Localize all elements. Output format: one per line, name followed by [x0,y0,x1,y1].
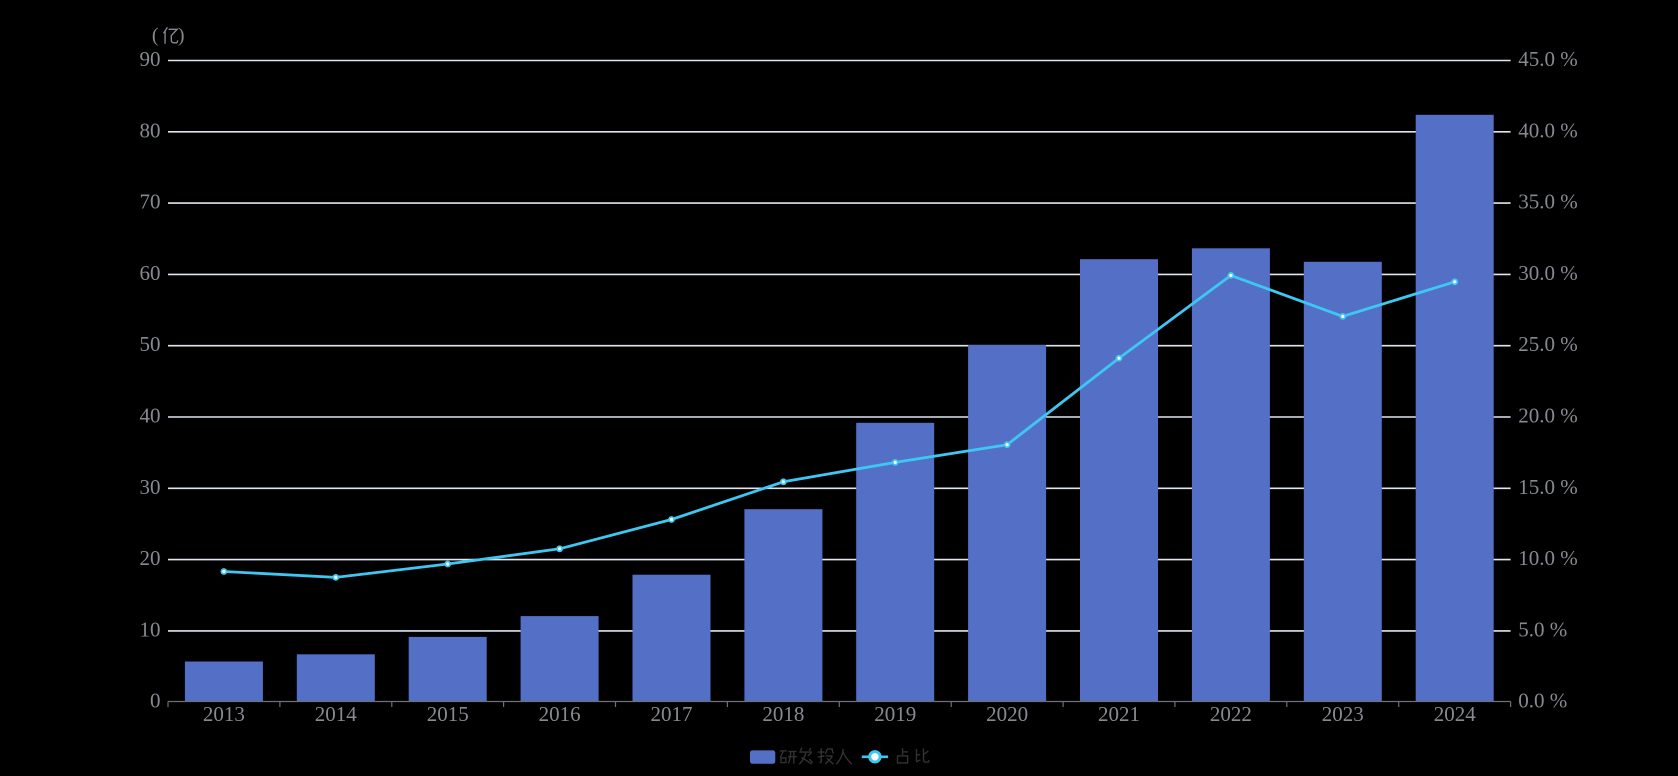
svg-text:20.0 %: 20.0 % [1518,404,1578,428]
svg-text:35.0 %: 35.0 % [1518,190,1578,214]
svg-text:2019: 2019 [874,702,916,726]
svg-text:90: 90 [140,47,161,71]
svg-text:60: 60 [140,261,161,285]
svg-text:2016: 2016 [539,702,581,726]
svg-text:): ) [178,25,185,47]
svg-text:50: 50 [140,332,161,356]
svg-text:0.0 %: 0.0 % [1518,689,1567,713]
svg-text:10.0 %: 10.0 % [1518,546,1578,570]
svg-text:40: 40 [140,404,161,428]
svg-text:15.0 %: 15.0 % [1518,475,1578,499]
svg-text:2024: 2024 [1434,702,1477,726]
svg-text:20: 20 [140,546,161,570]
svg-text:40.0 %: 40.0 % [1518,118,1578,142]
svg-text:30: 30 [140,475,161,499]
svg-text:2017: 2017 [651,702,693,726]
svg-text:70: 70 [140,190,161,214]
svg-text:2023: 2023 [1322,702,1364,726]
svg-text:2021: 2021 [1098,702,1140,726]
svg-text:30.0 %: 30.0 % [1518,261,1578,285]
svg-text:(: ( [152,25,159,47]
svg-text:10: 10 [140,617,161,641]
svg-text:2018: 2018 [762,702,804,726]
svg-text:2020: 2020 [986,702,1028,726]
svg-text:0: 0 [150,689,161,713]
svg-text:25.0 %: 25.0 % [1518,332,1578,356]
svg-text:45.0 %: 45.0 % [1518,47,1578,71]
svg-text:2013: 2013 [203,702,245,726]
svg-text:80: 80 [140,118,161,142]
svg-text:2014: 2014 [315,702,358,726]
svg-text:5.0 %: 5.0 % [1518,617,1567,641]
svg-text:2015: 2015 [427,702,469,726]
svg-text:2022: 2022 [1210,702,1252,726]
